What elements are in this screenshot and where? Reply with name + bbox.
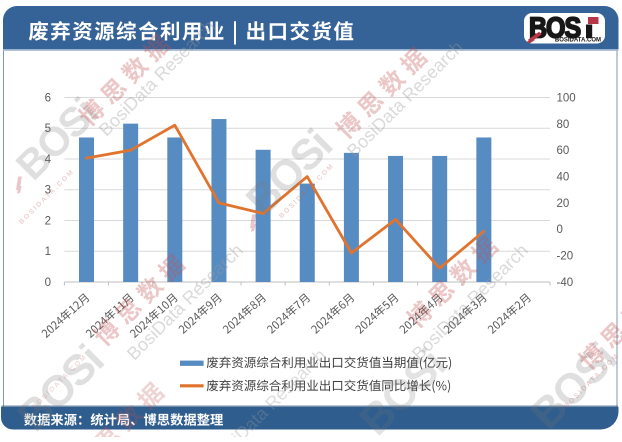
svg-text:0: 0 — [557, 224, 563, 236]
svg-text:3: 3 — [45, 185, 51, 197]
svg-text:5: 5 — [45, 123, 51, 135]
svg-text:40: 40 — [557, 171, 570, 183]
svg-text:BOS: BOS — [529, 12, 580, 44]
svg-text:BOSIDATA.COM: BOSIDATA.COM — [555, 38, 601, 44]
svg-text:-40: -40 — [557, 277, 574, 289]
svg-text:6: 6 — [45, 92, 51, 104]
svg-text:2: 2 — [45, 215, 51, 227]
svg-text:4: 4 — [45, 154, 52, 166]
svg-text:100: 100 — [557, 92, 576, 104]
svg-text:20: 20 — [557, 198, 570, 210]
svg-text:0: 0 — [45, 277, 51, 289]
svg-text:60: 60 — [557, 145, 570, 157]
svg-text:80: 80 — [557, 119, 570, 131]
svg-text:-20: -20 — [557, 251, 574, 263]
svg-text:1: 1 — [45, 246, 51, 258]
